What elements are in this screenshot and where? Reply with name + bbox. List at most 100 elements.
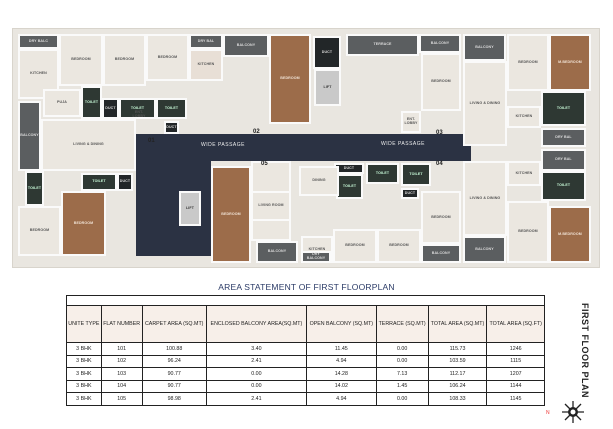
column-header: TOTAL AREA (SQ.MT) bbox=[427, 305, 488, 343]
table-cell: 105 bbox=[100, 392, 143, 406]
room-m-bedroom: M.BEDROOM bbox=[549, 206, 591, 263]
table-cell: 0.00 bbox=[205, 367, 308, 381]
table-cell: 4.94 bbox=[306, 354, 377, 368]
room-dry-bal: DRY BAL bbox=[541, 149, 586, 171]
table-cell: 3 BHK bbox=[66, 392, 102, 406]
room-lift: LIFT bbox=[179, 191, 201, 226]
table-cell: 3 BHK bbox=[66, 354, 102, 368]
room-bedroom: BEDROOM bbox=[61, 191, 106, 256]
table-cell: 1.45 bbox=[375, 379, 429, 393]
table-cell: 7.13 bbox=[375, 367, 429, 381]
room-living-dining: LIVING & DINING bbox=[463, 161, 507, 236]
room-balcony: BALCONY bbox=[463, 236, 506, 263]
room-kitchen: KITCHEN bbox=[507, 106, 541, 128]
room-bedroom: BEDROOM bbox=[269, 34, 311, 124]
area-statement-table: UNITE TYPE FLAT NUMBER CARPET AREA (SQ.MT)… bbox=[66, 295, 545, 406]
room-duct: DUCT bbox=[313, 36, 341, 69]
room-bedroom: BEDROOM bbox=[18, 206, 61, 256]
table-row: 3 BHK 102 96.24 2.41 4.94 0.00 103.59 1115 bbox=[66, 354, 545, 368]
table-cell: 1207 bbox=[486, 367, 545, 381]
table-cell: 103 bbox=[100, 367, 143, 381]
room-toilet: TOILET bbox=[541, 171, 586, 201]
room-dry-balc: DRY BALC bbox=[18, 34, 59, 49]
side-title: FIRST FLOOR PLAN bbox=[580, 303, 590, 398]
table-cell: 90.77 bbox=[141, 367, 207, 381]
compass-icon bbox=[562, 401, 584, 423]
column-header: UNITE TYPE bbox=[66, 305, 102, 343]
table-cell: 102 bbox=[100, 354, 143, 368]
table-cell: 3 BHK bbox=[66, 367, 102, 381]
flat-marker: 02 bbox=[253, 129, 260, 135]
room-kitchen: KITCHEN bbox=[507, 161, 541, 186]
room-ent-lobby: ENT. LOBBY bbox=[132, 110, 146, 118]
table-cell: 115.73 bbox=[427, 342, 488, 356]
room-bedroom: BEDROOM bbox=[211, 166, 251, 263]
room-balcony: BALCONY bbox=[256, 241, 298, 263]
floor-plan: DRY BALC KITCHEN BEDROOM BEDROOM BEDROOM DRY … bbox=[12, 28, 600, 268]
table-cell: 0.00 bbox=[375, 342, 429, 356]
table-cell: 106.24 bbox=[427, 379, 488, 393]
room-living-room: LIVING ROOM bbox=[251, 191, 291, 221]
table-cell: 1145 bbox=[486, 392, 545, 406]
table-cell: 2.41 bbox=[205, 354, 308, 368]
table-cell: 1144 bbox=[486, 379, 545, 393]
room-bedroom: BEDROOM bbox=[103, 34, 146, 86]
room-bedroom: BEDROOM bbox=[333, 229, 377, 263]
table-cell: 108.33 bbox=[427, 392, 488, 406]
table-cell: 103.59 bbox=[427, 354, 488, 368]
wide-passage bbox=[136, 134, 471, 161]
room-living-dining: LIVING & DINING bbox=[41, 119, 136, 171]
room-kitchen: KITCHEN bbox=[189, 49, 223, 81]
flat-marker: 03 bbox=[436, 130, 443, 136]
table-cell: 98.98 bbox=[141, 392, 207, 406]
table-cell: 0.00 bbox=[375, 392, 429, 406]
table-row: 3 BHK 104 90.77 0.00 14.02 1.45 106.24 1144 bbox=[66, 379, 545, 393]
room-duct: DUCT bbox=[102, 98, 119, 119]
column-header: TOTAL AREA (SQ.FT) bbox=[486, 305, 545, 343]
column-header: OPEN BALCONY (SQ.MT) bbox=[306, 305, 377, 343]
room-bedroom: BEDROOM bbox=[421, 53, 461, 111]
room-toilet: TOILET bbox=[401, 163, 431, 186]
table-cell: 0.00 bbox=[375, 354, 429, 368]
table-cell: 14.02 bbox=[306, 379, 377, 393]
room-living-dining: LIVING & DINING bbox=[463, 61, 507, 146]
room-duct: DUCT bbox=[164, 121, 179, 134]
room-bedroom: BEDROOM bbox=[59, 34, 103, 86]
room-bedroom: BEDROOM bbox=[146, 34, 189, 81]
room-balcony: BALCONY bbox=[463, 34, 506, 61]
table-cell: 3 BHK bbox=[66, 342, 102, 356]
column-header: TERRACE (SQ.MT) bbox=[375, 305, 429, 343]
flat-marker: 05 bbox=[261, 161, 268, 167]
room-dry-balcony: DRY BALCONY bbox=[301, 251, 331, 263]
flat-marker: 04 bbox=[436, 161, 443, 167]
room-balcony: BALCONY bbox=[223, 34, 269, 57]
table-row: 3 BHK 103 90.77 0.00 14.28 7.13 112.17 1207 bbox=[66, 367, 545, 381]
table-cell: 2.41 bbox=[205, 392, 308, 406]
table-cell: 14.28 bbox=[306, 367, 377, 381]
north-label: N bbox=[546, 410, 550, 416]
passage-label: WIDE PASSAGE bbox=[381, 141, 425, 147]
room-toilet: TOILET bbox=[336, 174, 363, 199]
room-balcony: BALCONY bbox=[18, 101, 41, 171]
room-terrace: TERRACE bbox=[346, 34, 419, 56]
table-cell: 3.40 bbox=[205, 342, 308, 356]
room-bedroom: BEDROOM bbox=[377, 229, 421, 263]
room-duct: DUCT bbox=[401, 188, 419, 199]
flat-marker: 01 bbox=[148, 138, 155, 144]
room-toilet: TOILET bbox=[81, 173, 117, 191]
table-cell: 1115 bbox=[486, 354, 545, 368]
column-header: FLAT NUMBER bbox=[100, 305, 143, 343]
room-ent-lobby: ENT. LOBBY bbox=[401, 111, 421, 133]
table-header-row: UNITE TYPE FLAT NUMBER CARPET AREA (SQ.MT)… bbox=[66, 305, 545, 343]
room-bedroom: BEDROOM bbox=[507, 201, 549, 263]
room-dining: DINING bbox=[299, 166, 339, 196]
table-cell: 112.17 bbox=[427, 367, 488, 381]
table-row: 3 BHK 105 98.98 2.41 4.94 0.00 108.33 1145 bbox=[66, 392, 545, 406]
room-toilet: TOILET bbox=[25, 171, 44, 206]
room-toilet: TOILET bbox=[366, 163, 399, 184]
table-cell: 3 BHK bbox=[66, 379, 102, 393]
room-toilet: TOILET bbox=[156, 98, 187, 119]
table-cell: 0.00 bbox=[205, 379, 308, 393]
room-m-bedroom: M.BEDROOM bbox=[549, 34, 591, 91]
room-balcony: BALCONY bbox=[421, 244, 461, 263]
